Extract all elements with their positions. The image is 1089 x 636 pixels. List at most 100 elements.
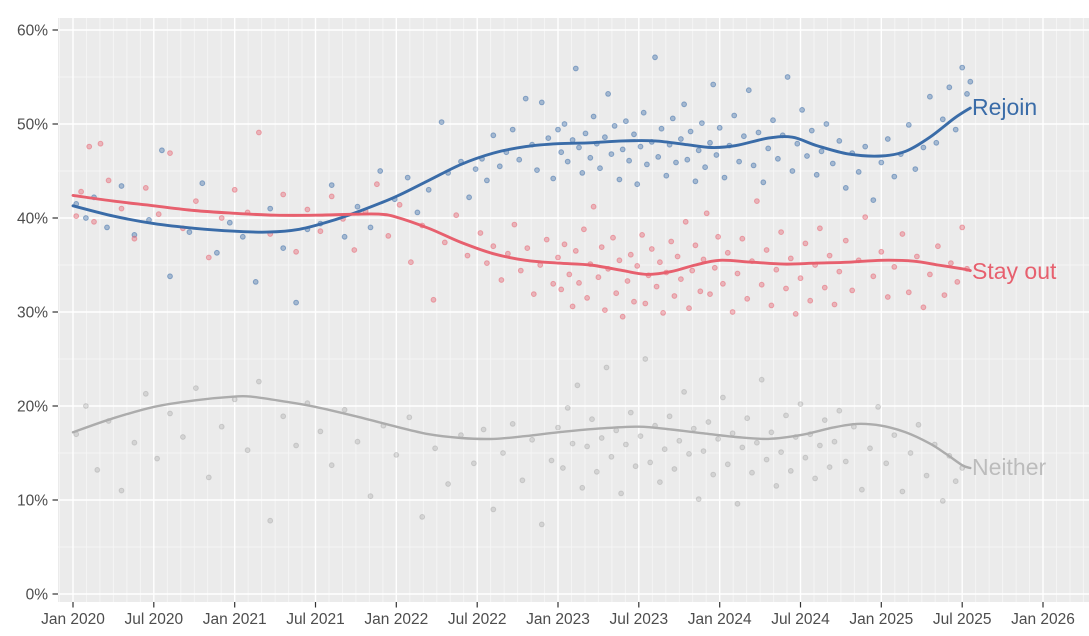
data-point <box>724 461 731 468</box>
data-point <box>579 170 586 176</box>
data-point <box>773 483 780 489</box>
data-point <box>642 356 649 362</box>
data-point <box>655 154 662 160</box>
data-point <box>529 436 535 443</box>
data-point <box>256 378 262 385</box>
data-point <box>430 296 437 303</box>
x-tick-label: Jul 2024 <box>771 611 830 628</box>
data-point <box>639 232 645 238</box>
data-point <box>681 101 687 108</box>
data-point <box>367 224 374 231</box>
data-point <box>480 426 487 433</box>
data-point <box>681 389 687 395</box>
data-point <box>783 412 789 419</box>
data-point <box>884 294 891 300</box>
data-point <box>891 432 898 439</box>
data-point <box>802 240 809 247</box>
data-point <box>818 148 825 155</box>
data-point <box>574 382 581 389</box>
data-point <box>589 416 595 423</box>
data-point <box>548 457 555 464</box>
data-point <box>849 287 856 294</box>
data-point <box>710 471 717 478</box>
data-point <box>946 84 953 91</box>
data-point <box>736 158 742 165</box>
series-label-stay-out: Stay out <box>972 258 1057 284</box>
data-point <box>180 434 186 440</box>
data-point <box>750 162 757 169</box>
data-point <box>550 175 557 182</box>
data-point <box>490 506 497 513</box>
data-point <box>569 137 576 143</box>
data-point <box>739 235 746 242</box>
data-point <box>587 154 594 161</box>
data-point <box>396 201 403 208</box>
data-point <box>773 266 780 273</box>
scatter-stay-out <box>73 129 970 320</box>
data-point <box>935 243 941 250</box>
data-point <box>899 488 906 495</box>
data-point <box>939 116 946 123</box>
data-point <box>193 385 199 392</box>
data-point <box>218 215 225 221</box>
data-point <box>83 403 89 409</box>
data-point <box>768 429 775 436</box>
data-point <box>522 95 529 102</box>
data-point <box>754 439 760 446</box>
trend-line-rejoin <box>71 106 972 234</box>
data-point <box>374 181 380 188</box>
data-point <box>692 178 699 185</box>
data-point <box>787 468 794 474</box>
data-point <box>720 280 726 287</box>
data-point <box>891 264 898 270</box>
data-point <box>490 243 497 250</box>
data-point <box>142 185 149 191</box>
data-point <box>891 173 898 180</box>
data-point <box>700 448 707 455</box>
data-point <box>582 130 589 137</box>
data-point <box>642 300 649 307</box>
data-point <box>626 157 632 164</box>
data-point <box>720 394 726 401</box>
data-point <box>787 255 794 262</box>
data-point <box>328 462 335 469</box>
data-point <box>572 248 579 254</box>
data-point <box>745 87 752 94</box>
data-point <box>744 295 751 302</box>
data-point <box>104 224 110 231</box>
x-tick-label: Jan 2022 <box>364 611 428 628</box>
x-tick-label: Jan 2024 <box>688 611 752 628</box>
data-point <box>734 270 741 277</box>
data-point <box>105 177 112 184</box>
data-point <box>676 437 683 444</box>
data-point <box>538 99 545 106</box>
data-point <box>647 459 654 466</box>
y-tick-label: 60% <box>17 23 48 40</box>
data-point <box>498 277 505 283</box>
data-point <box>517 267 524 274</box>
data-point <box>167 273 173 280</box>
data-point <box>729 430 736 437</box>
data-point <box>576 144 582 151</box>
data-point <box>627 251 634 258</box>
data-point <box>293 299 300 306</box>
data-point <box>700 256 707 263</box>
data-point <box>731 112 738 119</box>
data-point <box>328 182 335 189</box>
data-point <box>778 229 784 236</box>
data-point <box>624 278 631 284</box>
data-point <box>231 186 238 193</box>
data-point <box>905 122 912 128</box>
data-point <box>602 307 608 314</box>
data-point <box>500 450 506 456</box>
data-point <box>581 226 587 233</box>
data-point <box>471 460 477 467</box>
data-point <box>653 283 660 290</box>
data-point <box>933 139 940 146</box>
data-point <box>652 54 658 61</box>
data-point <box>666 413 673 420</box>
data-point <box>496 163 503 170</box>
data-point <box>763 247 770 253</box>
scatter-neither <box>73 356 966 528</box>
